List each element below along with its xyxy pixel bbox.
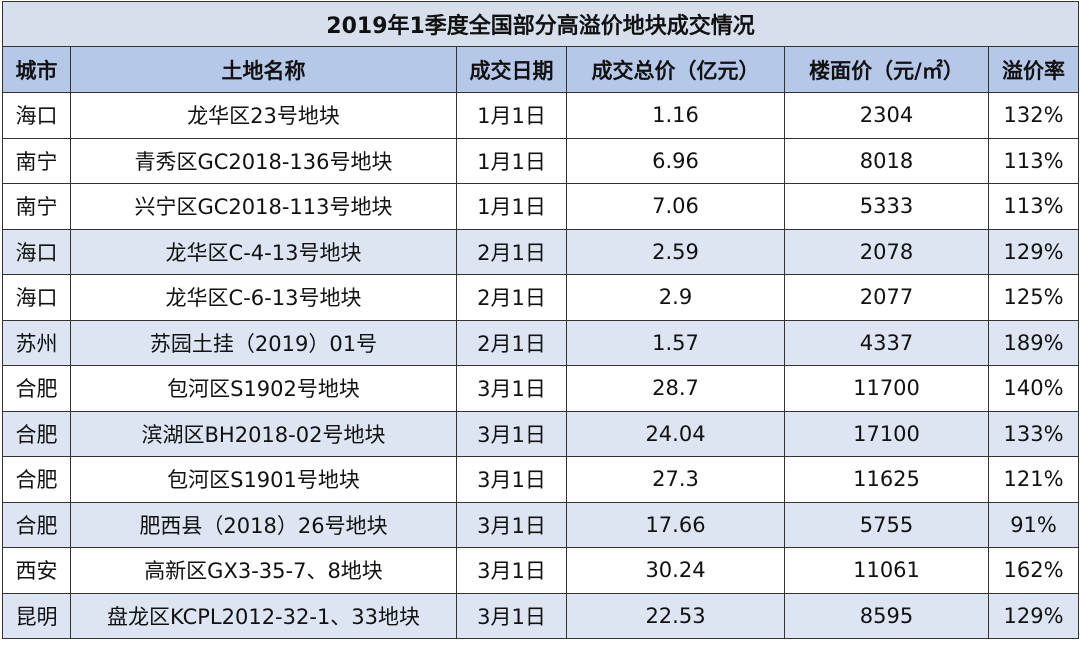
- table-cell: 17.66: [566, 501, 785, 548]
- table-cell: 包河区S1901号地块: [70, 456, 457, 503]
- table-cell: 1月1日: [456, 137, 567, 184]
- table-cell: 129%: [987, 592, 1080, 639]
- table-cell: 苏园土挂（2019）01号: [70, 319, 457, 366]
- table-cell: 8595: [784, 592, 989, 639]
- table-cell: 4337: [784, 319, 989, 366]
- table-cell: 125%: [987, 274, 1080, 321]
- table-cell: 5755: [784, 501, 989, 548]
- table-cell: 17100: [784, 410, 989, 457]
- table-cell: 11700: [784, 365, 989, 412]
- table-cell: 龙华区C-4-13号地块: [70, 228, 457, 275]
- header-cell: 楼面价（元/㎡）: [784, 46, 989, 93]
- table-cell: 2.9: [566, 274, 785, 321]
- table-cell: 3月1日: [456, 592, 567, 639]
- table-cell: 兴宁区GC2018-113号地块: [70, 183, 457, 230]
- table-cell: 2月1日: [456, 228, 567, 275]
- table-cell: 5333: [784, 183, 989, 230]
- table-cell: 8018: [784, 137, 989, 184]
- table-cell: 海口: [2, 274, 71, 321]
- table-title: 2019年1季度全国部分高溢价地块成交情况: [1, 1, 1080, 47]
- table-row: 海口 龙华区C-6-13号地块 2月1日 2.9 2077 125%: [2, 274, 1080, 321]
- table-cell: 盘龙区KCPL2012-32-1、33地块: [70, 592, 457, 639]
- table-cell: 3月1日: [456, 456, 567, 503]
- table-cell: 1.57: [566, 319, 785, 366]
- table-cell: 昆明: [2, 592, 71, 639]
- table-cell: 西安: [2, 547, 71, 594]
- table-cell: 苏州: [2, 319, 71, 366]
- table-cell: 包河区S1902号地块: [70, 365, 457, 412]
- header-cell: 土地名称: [70, 46, 457, 93]
- table-cell: 肥西县（2018）26号地块: [70, 501, 457, 548]
- table-row: 苏州 苏园土挂（2019）01号 2月1日 1.57 4337 189%: [2, 319, 1080, 366]
- table-cell: 1月1日: [456, 92, 567, 139]
- table-cell: 高新区GX3-35-7、8地块: [70, 547, 457, 594]
- table-cell: 2304: [784, 92, 989, 139]
- table-row: 合肥 包河区S1902号地块 3月1日 28.7 11700 140%: [2, 365, 1080, 412]
- table-cell: 2月1日: [456, 319, 567, 366]
- table-cell: 11625: [784, 456, 989, 503]
- table-cell: 合肥: [2, 501, 71, 548]
- table-row: 合肥 包河区S1901号地块 3月1日 27.3 11625 121%: [2, 456, 1080, 503]
- header-cell: 溢价率: [987, 46, 1080, 93]
- table-cell: 113%: [987, 183, 1080, 230]
- table-cell: 滨湖区BH2018-02号地块: [70, 410, 457, 457]
- table-cell: 3月1日: [456, 501, 567, 548]
- table-row: 海口 龙华区23号地块 1月1日 1.16 2304 132%: [2, 92, 1080, 139]
- table-cell: 2月1日: [456, 274, 567, 321]
- header-cell: 成交日期: [456, 46, 567, 93]
- header-cell: 成交总价（亿元）: [566, 46, 785, 93]
- table-cell: 121%: [987, 456, 1080, 503]
- table-cell: 1月1日: [456, 183, 567, 230]
- table-cell: 合肥: [2, 456, 71, 503]
- table-cell: 龙华区C-6-13号地块: [70, 274, 457, 321]
- table-row: 西安 高新区GX3-35-7、8地块 3月1日 30.24 11061 162%: [2, 547, 1080, 594]
- table-cell: 合肥: [2, 365, 71, 412]
- table-row: 合肥 肥西县（2018）26号地块 3月1日 17.66 5755 91%: [2, 501, 1080, 548]
- header-cell: 城市: [2, 46, 71, 93]
- table-cell: 3月1日: [456, 410, 567, 457]
- table-cell: 6.96: [566, 137, 785, 184]
- header-row: 城市 土地名称 成交日期 成交总价（亿元） 楼面价（元/㎡） 溢价率: [2, 46, 1080, 93]
- table-cell: 龙华区23号地块: [70, 92, 457, 139]
- table-cell: 7.06: [566, 183, 785, 230]
- table-row: 海口 龙华区C-4-13号地块 2月1日 2.59 2078 129%: [2, 228, 1080, 275]
- table-cell: 2.59: [566, 228, 785, 275]
- table-body: 海口 龙华区23号地块 1月1日 1.16 2304 132% 南宁 青秀区GC2018-13…: [2, 92, 1080, 639]
- table-cell: 24.04: [566, 410, 785, 457]
- table-cell: 113%: [987, 137, 1080, 184]
- table-cell: 27.3: [566, 456, 785, 503]
- table-cell: 129%: [987, 228, 1080, 275]
- table-cell: 11061: [784, 547, 989, 594]
- table-cell: 30.24: [566, 547, 785, 594]
- table-cell: 132%: [987, 92, 1080, 139]
- table-cell: 189%: [987, 319, 1080, 366]
- table-cell: 南宁: [2, 183, 71, 230]
- table-cell: 2077: [784, 274, 989, 321]
- table-row: 昆明 盘龙区KCPL2012-32-1、33地块 3月1日 22.53 8595 129%: [2, 592, 1080, 639]
- table-cell: 22.53: [566, 592, 785, 639]
- table-cell: 南宁: [2, 137, 71, 184]
- table-cell: 162%: [987, 547, 1080, 594]
- table-cell: 海口: [2, 92, 71, 139]
- table-cell: 3月1日: [456, 365, 567, 412]
- table-cell: 海口: [2, 228, 71, 275]
- table-cell: 3月1日: [456, 547, 567, 594]
- table-cell: 91%: [987, 501, 1080, 548]
- table-cell: 133%: [987, 410, 1080, 457]
- table-row: 南宁 兴宁区GC2018-113号地块 1月1日 7.06 5333 113%: [2, 183, 1080, 230]
- table-cell: 合肥: [2, 410, 71, 457]
- table-cell: 1.16: [566, 92, 785, 139]
- table-row: 合肥 滨湖区BH2018-02号地块 3月1日 24.04 17100 133%: [2, 410, 1080, 457]
- table-cell: 28.7: [566, 365, 785, 412]
- table-row: 南宁 青秀区GC2018-136号地块 1月1日 6.96 8018 113%: [2, 137, 1080, 184]
- table-cell: 2078: [784, 228, 989, 275]
- table-cell: 140%: [987, 365, 1080, 412]
- table-cell: 青秀区GC2018-136号地块: [70, 137, 457, 184]
